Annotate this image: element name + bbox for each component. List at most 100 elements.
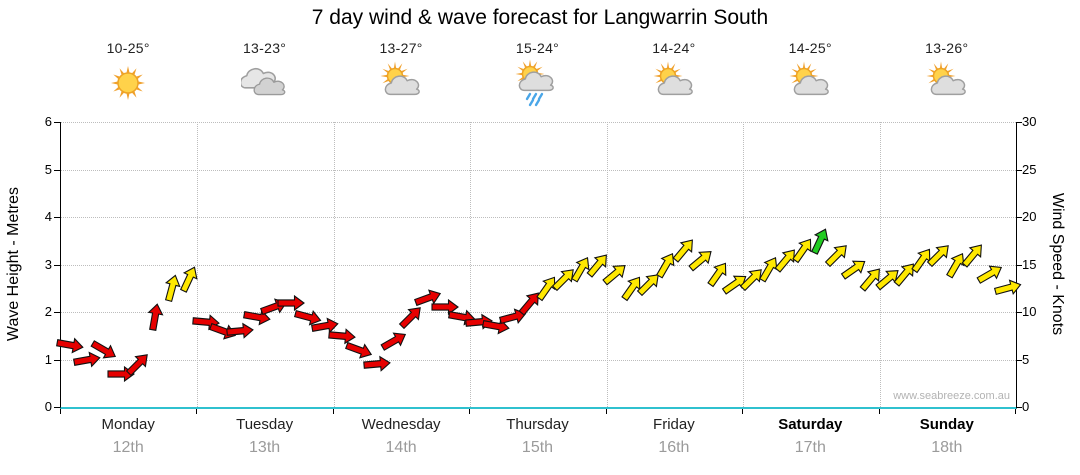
bottom-axis-tick — [878, 409, 880, 414]
wind-arrow — [774, 249, 795, 273]
page-title: 7 day wind & wave forecast for Langwarri… — [311, 6, 769, 29]
day-header: 13-27° — [333, 40, 469, 107]
wind-arrow — [398, 306, 421, 329]
gridline-horizontal — [61, 217, 1016, 218]
right-axis-tick-label: 10 — [1022, 304, 1037, 319]
day-header: 13-26° — [879, 40, 1015, 107]
day-footer: Friday 16th — [606, 416, 742, 457]
bottom-axis-tick — [742, 409, 744, 414]
wind-arrow — [656, 252, 675, 279]
right-axis-tick — [1016, 264, 1022, 266]
day-header: 14-25° — [742, 40, 878, 107]
right-axis-tick — [1016, 312, 1022, 313]
wind-arrow — [551, 268, 574, 291]
day-date: 15th — [521, 439, 554, 456]
partly-cloudy-icon — [926, 61, 966, 96]
day-date: 13th — [249, 439, 281, 456]
day-name: Saturday — [778, 416, 843, 433]
wind-arrow — [687, 250, 712, 272]
day-footer: Sunday 18th — [879, 416, 1015, 457]
day-name: Monday — [101, 416, 155, 433]
left-axis-tick-label: 2 — [44, 304, 52, 319]
day-date: 14th — [385, 439, 417, 456]
weather-icon-wrap — [196, 59, 332, 107]
gridline-day-separator — [333, 122, 335, 407]
day-name: Tuesday — [236, 416, 294, 433]
wind-arrow — [362, 355, 391, 373]
wind-arrow — [993, 279, 1021, 296]
wind-arrow — [294, 309, 322, 326]
bottom-axis-tick — [196, 409, 198, 414]
left-axis-tick — [54, 264, 60, 266]
right-axis-tick-label: 20 — [1022, 209, 1037, 224]
wind-arrow — [536, 276, 556, 302]
temp-range: 13-23° — [242, 40, 287, 56]
partly-cloudy-icon — [653, 61, 693, 96]
right-axis-label: Wind Speed - Knots — [1049, 192, 1066, 336]
wind-arrow — [431, 299, 459, 316]
day-date: 16th — [658, 439, 690, 456]
partly-cloudy-icon — [789, 61, 830, 96]
temp-range: 15-24° — [515, 40, 560, 56]
weather-icon-wrap — [60, 59, 196, 107]
right-axis-tick-label: 25 — [1022, 161, 1037, 177]
wind-arrow — [961, 244, 983, 268]
wind-arrow — [345, 341, 373, 359]
day-date: 12th — [112, 439, 144, 456]
temp-range: 13-26° — [925, 40, 969, 56]
weather-icon-wrap — [333, 59, 469, 107]
wind-arrow — [792, 238, 812, 264]
left-axis-tick-label: 0 — [44, 399, 52, 414]
wind-arrow — [637, 273, 660, 296]
left-axis-tick-label: 5 — [44, 161, 52, 177]
day-date: 18th — [931, 439, 963, 456]
bottom-axis-tick — [469, 409, 471, 414]
left-axis-tick — [54, 359, 60, 361]
gridline-day-separator — [470, 122, 472, 407]
wind-arrow — [55, 337, 84, 354]
wind-arrow — [179, 266, 198, 293]
chart-plot-area — [55, 122, 1021, 409]
right-axis-tick — [1016, 217, 1022, 218]
wind-arrow — [328, 327, 357, 345]
left-axis-tick-label: 6 — [44, 114, 52, 129]
gridline-day-separator — [879, 122, 881, 407]
wind-arrow — [859, 268, 880, 292]
weather-icon-wrap — [742, 59, 878, 107]
gridline-horizontal — [61, 312, 1016, 313]
wind-arrow — [125, 354, 148, 377]
gridline-horizontal — [61, 169, 1016, 171]
left-axis-tick-label: 1 — [44, 351, 52, 367]
watermark: www.seabreeze.com.au — [893, 390, 1010, 402]
wind-arrow — [824, 245, 847, 268]
day-header: 13-23° — [196, 40, 332, 107]
right-axis-tick — [1016, 359, 1022, 361]
right-axis-tick — [1016, 122, 1022, 123]
partly-cloudy-icon — [380, 61, 420, 96]
left-axis-tick-label: 4 — [44, 209, 52, 224]
day-footer: Monday 12th — [60, 416, 196, 457]
temp-range: 14-25° — [788, 40, 832, 56]
day-date: 17th — [794, 439, 826, 456]
right-axis-tick-label: 0 — [1022, 399, 1030, 414]
day-footer: Wednesday 14th — [333, 416, 469, 457]
wind-arrow — [164, 274, 181, 303]
wind-arrow — [586, 253, 608, 278]
left-axis-tick — [54, 312, 60, 313]
gridline-day-separator — [606, 122, 608, 407]
wind-arrow — [277, 294, 306, 311]
left-axis-label: Wave Height - Metres — [5, 186, 22, 342]
right-axis-tick — [1016, 169, 1022, 171]
wind-arrow — [518, 291, 539, 316]
wind-arrow — [498, 308, 527, 324]
gridline-day-separator — [197, 122, 199, 407]
left-axis-tick — [54, 407, 60, 408]
gridline-day-separator — [743, 122, 745, 407]
day-footer: Thursday 15th — [469, 416, 605, 457]
temp-range: 14-24° — [652, 40, 696, 56]
bottom-axis-tick — [332, 409, 334, 414]
gridline-horizontal — [61, 359, 1016, 361]
left-axis-tick — [54, 217, 60, 218]
right-axis-tick-label: 5 — [1022, 351, 1030, 367]
